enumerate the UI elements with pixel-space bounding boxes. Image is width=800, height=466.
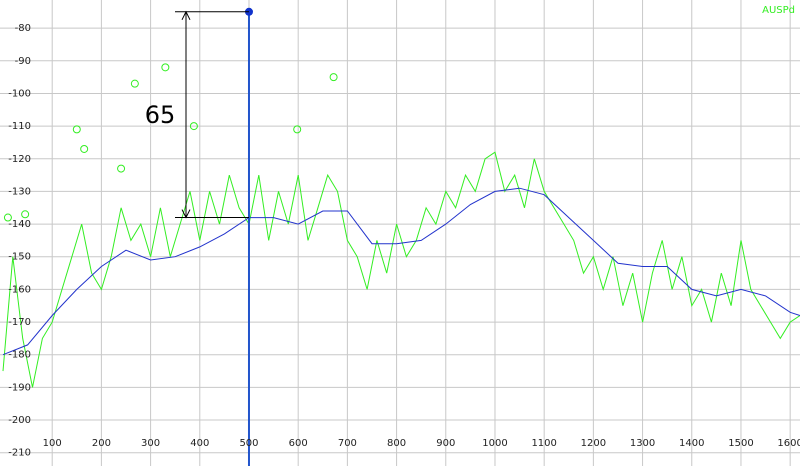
peak-marker: [293, 125, 302, 134]
peak-marker: [80, 144, 89, 153]
legend-entry: AUSPd: [762, 5, 795, 16]
peak-marker: [117, 164, 126, 173]
peak-marker: [3, 213, 12, 222]
y-tick-label: -190: [8, 382, 31, 393]
y-tick-label: -80: [15, 23, 31, 34]
x-tick-label: 100: [43, 438, 62, 449]
x-tick-label: 1600: [777, 438, 800, 449]
peak-marker: [72, 125, 81, 134]
y-tick-label: -120: [8, 154, 31, 165]
peak-marker: [21, 210, 30, 219]
series-line: [2, 187, 800, 356]
x-tick-label: 800: [387, 438, 406, 449]
x-tick-label: 1300: [630, 438, 655, 449]
x-tick-label: 1400: [679, 438, 704, 449]
y-tick-label: -210: [8, 448, 31, 459]
arrow-head: [181, 209, 191, 219]
x-tick-label: 400: [190, 438, 209, 449]
y-tick-label: -140: [8, 219, 31, 230]
y-tick-label: -110: [8, 121, 31, 132]
y-tick-label: -130: [8, 186, 31, 197]
y-tick-label: -90: [15, 56, 31, 67]
x-tick-label: 1200: [581, 438, 606, 449]
x-tick-label: 600: [289, 438, 308, 449]
x-tick-label: 1500: [728, 438, 753, 449]
x-tick-label: 300: [141, 438, 160, 449]
y-tick-label: -100: [8, 88, 31, 99]
arrow-head: [181, 10, 191, 21]
y-tick-label: -170: [8, 317, 31, 328]
peak-marker: [189, 122, 198, 131]
peak-marker: [161, 63, 170, 72]
y-tick-label: -180: [8, 350, 31, 361]
y-tick-label: -200: [8, 415, 31, 426]
y-tick-label: -160: [8, 284, 31, 295]
y-tick-label: -150: [8, 252, 31, 263]
annotation: 65: [145, 101, 176, 129]
peak-marker: [329, 73, 338, 82]
x-tick-label: 700: [338, 438, 357, 449]
x-tick-label: 200: [92, 438, 111, 449]
peak-marker: [130, 79, 139, 88]
x-tick-label: 1100: [531, 438, 556, 449]
series-line: [2, 151, 800, 388]
x-tick-label: 900: [436, 438, 455, 449]
marks: [2, 7, 800, 466]
x-tick-label: 500: [239, 438, 258, 449]
x-tick-label: 1000: [482, 438, 507, 449]
